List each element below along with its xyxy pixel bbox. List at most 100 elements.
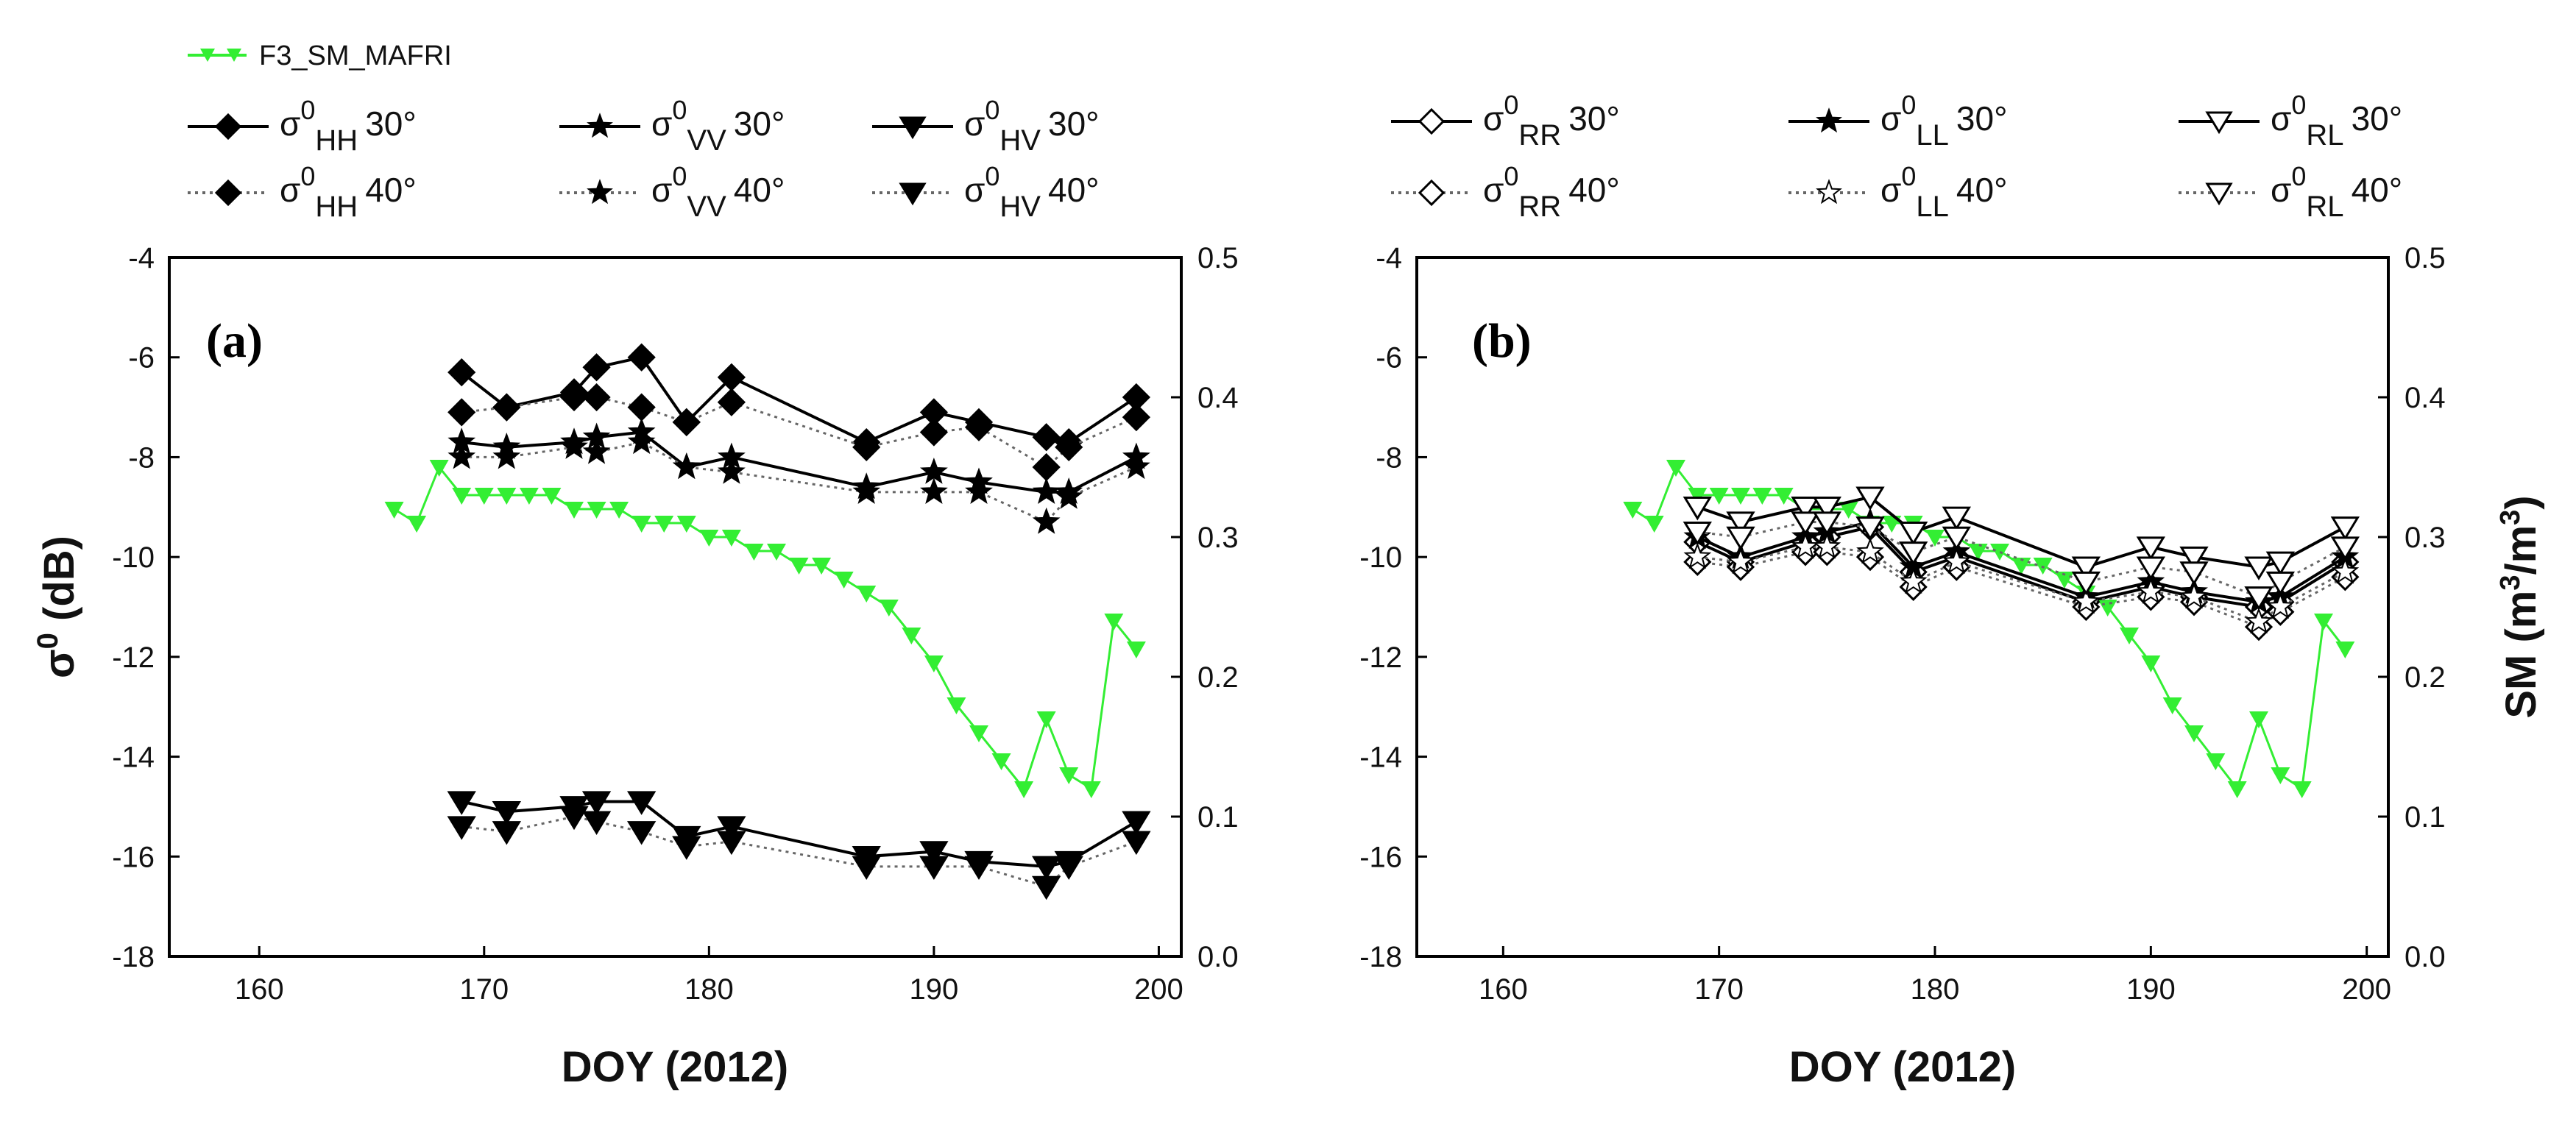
sm-series-line <box>1632 464 2346 792</box>
sm-data-point <box>2271 767 2290 784</box>
sm-data-point <box>1036 711 1056 728</box>
series-data-point <box>492 442 521 469</box>
series-data-point <box>919 477 948 505</box>
series-data-point <box>1055 482 1083 509</box>
series-data-point <box>1032 477 1061 505</box>
legend-label: σ0RR 30° <box>1483 90 1620 152</box>
legend-marker <box>899 116 927 140</box>
series-data-point <box>2245 607 2273 634</box>
legend-entry: σ0HH 30° <box>188 95 417 157</box>
sm-data-point <box>1104 614 1124 630</box>
sm-data-point <box>542 488 562 505</box>
series-data-point <box>2072 587 2101 614</box>
legend-entry: σ0VV 40° <box>559 161 785 223</box>
y-tick-label: -14 <box>112 742 155 774</box>
sm-data-point <box>1666 460 1685 477</box>
sm-data-point <box>879 600 899 616</box>
sm-data-point <box>2206 753 2226 770</box>
series-data-point <box>2137 577 2165 604</box>
legend-label: σ0RL 30° <box>2271 90 2402 152</box>
y2-tick-label: 0.2 <box>1197 661 1239 694</box>
x-tick-label: 190 <box>2126 973 2176 1006</box>
series-data-point <box>1032 875 1061 900</box>
y2-tick-label: 0.2 <box>2405 661 2446 694</box>
series-data-point <box>2265 571 2295 596</box>
y-tick-label: -10 <box>112 541 155 574</box>
series-data-point <box>919 856 949 881</box>
panel-a-frame <box>168 256 1183 958</box>
y-tick-label: -12 <box>112 642 155 674</box>
series-data-point <box>627 821 657 845</box>
series-data-point <box>2179 561 2209 586</box>
series-data-point <box>1812 497 1841 521</box>
series-data-point <box>2244 556 2274 580</box>
sm-data-point <box>812 558 832 575</box>
sm-data-point <box>857 586 877 603</box>
y-tick-label: -8 <box>1376 441 1402 474</box>
panel-a-label: (a) <box>206 314 263 368</box>
legend-marker <box>214 113 242 141</box>
series-data-point <box>1054 856 1083 881</box>
sm-data-point <box>767 544 786 561</box>
series-data-point <box>560 433 588 459</box>
x-tick-label: 170 <box>1694 973 1744 1006</box>
y2-tick-label: 0.5 <box>1197 242 1239 274</box>
series-data-point <box>2244 586 2274 611</box>
series-data-point <box>1122 831 1151 856</box>
series-data-point <box>1055 433 1083 461</box>
series-data-point <box>964 856 994 881</box>
series-data-point <box>2136 536 2165 561</box>
series-data-point <box>964 413 994 441</box>
series-data-point <box>1032 507 1061 534</box>
series-line <box>461 396 1137 469</box>
series-data-point <box>447 791 476 815</box>
sm-data-point <box>676 516 696 533</box>
sm-data-point <box>519 488 539 505</box>
sm-data-point <box>969 725 988 742</box>
series-data-point <box>2330 516 2360 541</box>
legend-a-sm-entry: F3_SM_MAFRI <box>188 40 452 71</box>
sm-data-point <box>2249 711 2268 728</box>
series-data-point <box>717 831 746 856</box>
y-tick-label: -18 <box>112 941 155 973</box>
series-data-point <box>1726 526 1755 551</box>
series-data-point <box>852 856 881 881</box>
legend-label: σ0VV 30° <box>651 95 785 157</box>
series-data-point <box>447 358 476 387</box>
legend-marker <box>899 182 927 206</box>
series-data-point <box>1813 532 1841 559</box>
sm-data-point <box>2011 558 2031 575</box>
series-data-point <box>919 418 949 447</box>
panel-b: (b) 160 170 180 190 200 -18 -16 -14 -12 -10 -8 -6 -4… <box>1359 242 2545 1091</box>
series-data-point <box>1942 526 1971 551</box>
series-data-point <box>447 816 476 840</box>
y-tick-label: -6 <box>1376 342 1402 374</box>
legend-a: F3_SM_MAFRI σ0HH 30° σ0VV 30° σ0HV 30° σ0HH 40°… <box>188 40 1100 223</box>
sm-data-point <box>1623 502 1643 519</box>
series-data-point <box>1683 542 1712 569</box>
x-tick-label: 200 <box>2342 973 2391 1006</box>
legend-label: σ0VV 40° <box>651 161 785 223</box>
series-data-point <box>1122 403 1151 432</box>
y-tick-label: -4 <box>128 242 155 274</box>
legend-label: σ0RL 40° <box>2271 161 2402 223</box>
sm-data-point <box>2335 642 2355 658</box>
series-data-point <box>1899 521 1928 546</box>
sm-data-point <box>429 460 449 477</box>
legend-marker <box>1816 179 1842 205</box>
sm-data-point <box>789 558 809 575</box>
y-tick-label: -16 <box>1359 841 1402 873</box>
series-data-point <box>852 477 881 505</box>
sm-data-point <box>946 697 966 714</box>
x-tick-label: 200 <box>1134 973 1183 1006</box>
series-data-point <box>1682 521 1712 546</box>
sm-data-point <box>699 530 719 547</box>
x-tick-label: 190 <box>910 973 959 1006</box>
legend-label: σ0LL 40° <box>1880 161 2007 223</box>
sm-data-point <box>631 516 651 533</box>
legend-marker <box>2205 111 2233 135</box>
y2-tick-label: 0.1 <box>1197 801 1239 834</box>
y-tick-label: -10 <box>1359 541 1402 574</box>
series-data-point <box>2071 556 2101 580</box>
series-data-point <box>717 457 746 484</box>
